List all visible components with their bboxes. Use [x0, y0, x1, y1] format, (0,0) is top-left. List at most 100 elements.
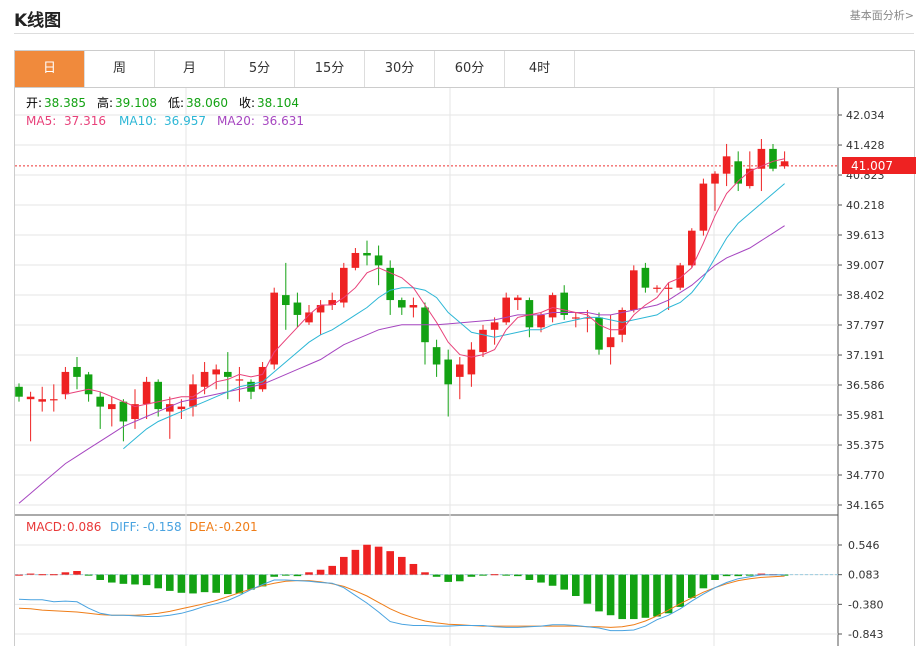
candles	[15, 138, 789, 442]
candle-body	[177, 406, 186, 410]
candle-body	[780, 161, 789, 167]
tab-5min[interactable]: 5分	[225, 51, 295, 87]
candle-body	[15, 386, 23, 397]
macd-bar	[270, 574, 278, 577]
macd-bar	[467, 574, 476, 577]
candle-body	[502, 297, 510, 323]
dea-line	[18, 575, 785, 628]
candle-body	[316, 305, 325, 313]
candle-body	[73, 366, 81, 377]
price-tick-label: 35.375	[846, 439, 885, 452]
candle-body	[595, 317, 603, 350]
candle-body	[572, 317, 580, 319]
macd-bar	[514, 574, 522, 577]
macd-bar	[235, 574, 244, 594]
axis-labels: 42.03441.42840.82340.21839.61339.00738.4…	[846, 109, 885, 641]
tab-15min[interactable]: 15分	[295, 51, 365, 87]
candle-body	[200, 371, 209, 387]
macd-bar	[409, 563, 418, 575]
candle-body	[293, 302, 302, 315]
macd-bar	[351, 549, 360, 575]
high-label: 高:	[97, 95, 113, 110]
ma20-label: MA20:	[217, 114, 255, 128]
macd-bar	[583, 574, 592, 604]
macd-bar	[177, 574, 186, 593]
macd-bar	[340, 556, 348, 575]
candle-body	[560, 292, 568, 315]
title-divider	[14, 33, 914, 34]
macd-bar	[653, 574, 661, 617]
macd-tick-label: -0.380	[848, 598, 883, 611]
macd-bar	[572, 574, 580, 597]
candle-body	[374, 255, 383, 266]
macd-bar	[374, 546, 383, 575]
ma10-line	[123, 183, 785, 450]
macd-bar	[490, 574, 499, 576]
tab-30min[interactable]: 30分	[365, 51, 435, 87]
tab-month[interactable]: 月	[155, 51, 225, 87]
macd-bar	[757, 573, 766, 575]
macd-bar	[630, 574, 638, 620]
candle-body	[769, 148, 777, 169]
candle-body	[131, 404, 139, 420]
macd-bar	[142, 574, 151, 586]
candle-body	[84, 374, 93, 395]
macd-bar	[131, 574, 139, 585]
candle-body	[351, 252, 360, 268]
candle-body	[630, 270, 638, 310]
macd-bar	[525, 574, 534, 580]
candle-body	[96, 396, 104, 407]
macd-bar	[711, 574, 719, 580]
grid-lines	[15, 88, 842, 646]
period-tabs: 日 周 月 5分 15分 30分 60分 4时	[15, 51, 914, 88]
macd-bar	[212, 574, 220, 593]
macd-bar	[502, 574, 510, 576]
candle-body	[142, 381, 151, 405]
candle-body	[514, 297, 522, 301]
macd-bar	[61, 572, 70, 575]
macd-bar	[119, 574, 128, 584]
ma5-label: MA5:	[26, 114, 56, 128]
macd-bar	[734, 574, 742, 577]
macd-bars	[15, 544, 789, 620]
diff-value: -0.158	[143, 520, 182, 534]
price-tick-label: 36.586	[846, 379, 885, 392]
macd-bar	[84, 574, 93, 576]
macd-bar	[444, 574, 452, 582]
macd-bar	[618, 574, 626, 620]
chart-panel: 日 周 月 5分 15分 30分 60分 4时	[14, 50, 915, 646]
candle-body	[154, 381, 162, 410]
macd-bar	[537, 574, 545, 583]
tab-4hour[interactable]: 4时	[505, 51, 575, 87]
price-tick-label: 41.428	[846, 139, 885, 152]
price-tick-label: 38.402	[846, 289, 885, 302]
candle-body	[235, 379, 244, 381]
ma20-line	[18, 225, 785, 504]
macd-bar	[386, 551, 394, 575]
tab-60min[interactable]: 60分	[435, 51, 505, 87]
candle-body	[583, 317, 592, 319]
macd-bar	[560, 574, 568, 590]
candle-body	[722, 156, 731, 174]
open-value: 38.385	[44, 96, 86, 110]
macd-lines	[18, 574, 785, 632]
tab-day[interactable]: 日	[15, 51, 85, 87]
candle-body	[363, 252, 371, 256]
candle-body	[328, 300, 336, 306]
candle-body	[108, 404, 116, 410]
fundamental-analysis-link[interactable]: 基本面分析>	[849, 9, 914, 22]
macd-bar	[154, 574, 162, 589]
tab-week[interactable]: 周	[85, 51, 155, 87]
ma5-line	[65, 158, 785, 408]
macd-bar	[328, 565, 336, 575]
price-tick-label: 35.981	[846, 409, 885, 422]
candle-body	[757, 148, 766, 169]
high-value: 39.108	[115, 96, 157, 110]
dea-label: DEA:	[189, 520, 218, 534]
ma20-value: 36.631	[262, 114, 304, 128]
price-tick-label: 39.613	[846, 229, 885, 242]
price-tick-label: 42.034	[846, 109, 885, 122]
macd-bar	[305, 572, 313, 575]
macd-bar	[189, 574, 197, 594]
